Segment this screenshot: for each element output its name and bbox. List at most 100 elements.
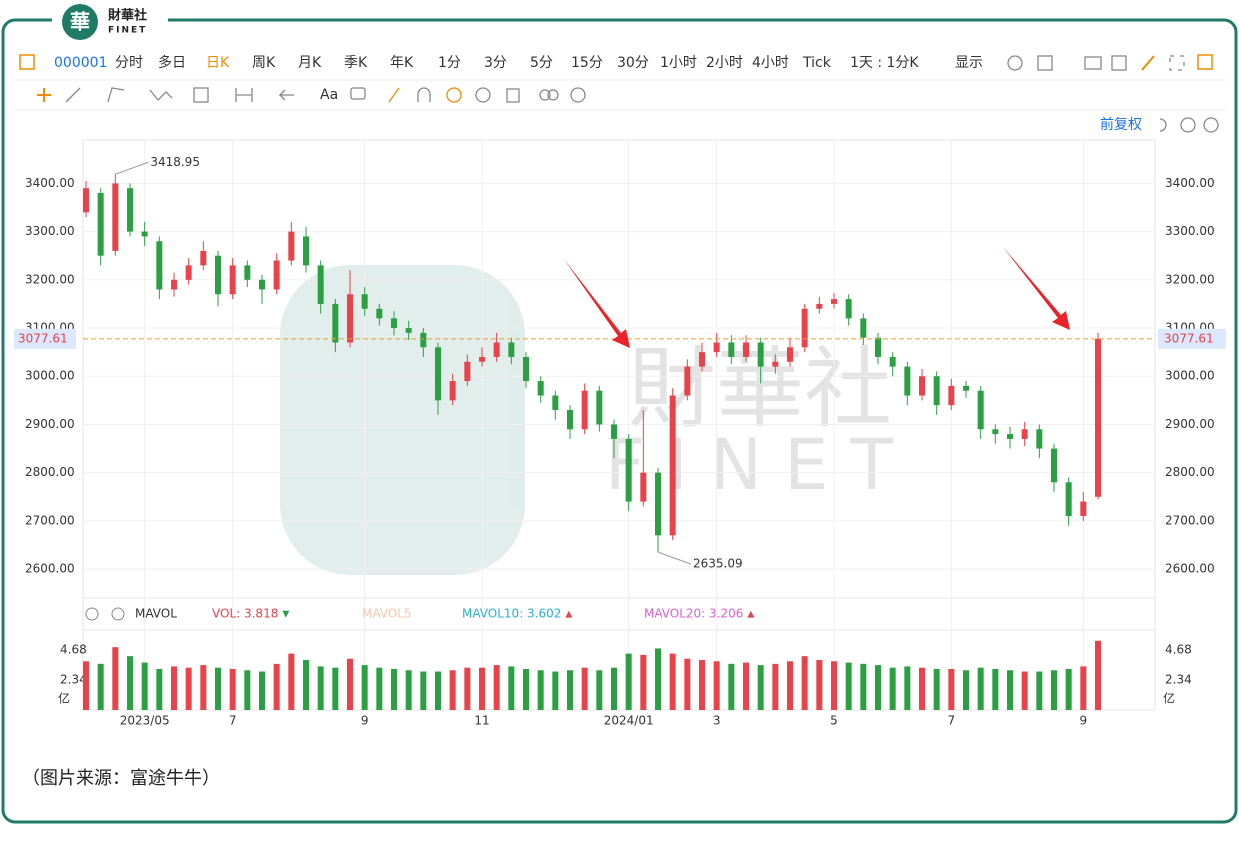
volume-bar: [904, 666, 911, 710]
min-annotation: 2635.09: [693, 557, 743, 571]
ray-tool[interactable]: [388, 87, 400, 103]
move-icon[interactable]: [37, 88, 51, 102]
candle-body: [97, 193, 104, 256]
candle-body: [889, 356, 896, 367]
candle-body: [1051, 448, 1057, 483]
period-tab[interactable]: 4小时: [752, 55, 789, 71]
period-tab[interactable]: 月K: [298, 55, 322, 71]
volume-bar: [464, 667, 471, 710]
annotation-leader: [657, 551, 692, 565]
period-tab[interactable]: 周K: [252, 55, 276, 71]
panel-icon[interactable]: [19, 54, 35, 70]
candle-body: [83, 188, 89, 213]
period-tab[interactable]: 分时: [115, 55, 143, 71]
channel-tool[interactable]: [107, 87, 125, 103]
stock-code[interactable]: 000001: [54, 55, 107, 71]
candle-body: [464, 361, 471, 382]
volume-bar: [581, 667, 588, 710]
pen-icon[interactable]: [1141, 55, 1155, 71]
volume-bar: [977, 667, 984, 710]
magnet-tool[interactable]: [417, 87, 431, 102]
period-tab[interactable]: 1分: [438, 55, 461, 71]
candle-body: [787, 347, 793, 362]
annotation-leader: [115, 161, 149, 175]
volume-bar: [743, 662, 749, 710]
period-tab[interactable]: 日K: [206, 55, 230, 71]
last-price-box: [1158, 328, 1226, 349]
period-tab[interactable]: 15分: [571, 55, 603, 71]
hide-tool[interactable]: [475, 87, 491, 103]
volume-bar: [963, 670, 969, 710]
volume-bar: [1036, 671, 1043, 710]
candle-body: [200, 250, 207, 266]
period-tab[interactable]: 年K: [390, 55, 414, 71]
toolbar-icons: [37, 55, 1219, 133]
indicator-settings[interactable]: [85, 607, 99, 621]
candle-body: [625, 438, 632, 502]
candle-body: [963, 385, 969, 391]
period-tab[interactable]: 3分: [484, 55, 507, 71]
indicator-name[interactable]: MAVOL: [135, 607, 177, 621]
zoom-in[interactable]: [1203, 117, 1219, 133]
volume-bar: [655, 648, 661, 710]
candle-body: [1036, 429, 1043, 449]
measure-tool[interactable]: [193, 87, 209, 103]
wave-tool[interactable]: [149, 89, 173, 101]
candle-body: [845, 299, 852, 319]
edit-icon[interactable]: [1111, 55, 1127, 71]
line-tool[interactable]: [65, 87, 81, 103]
note-tool[interactable]: [350, 87, 366, 100]
zoom-out[interactable]: [1180, 117, 1196, 133]
candle-body: [831, 299, 837, 304]
layout-icon[interactable]: [1037, 55, 1053, 71]
volume-bar: [405, 670, 412, 710]
period-tab[interactable]: 季K: [344, 55, 368, 71]
reset-icon[interactable]: [1159, 118, 1167, 132]
candle-body: [537, 381, 544, 396]
x-tick-label: 3: [713, 714, 721, 728]
arrow-tool[interactable]: [278, 89, 294, 101]
font-tool[interactable]: Aa: [320, 87, 338, 103]
period-tab[interactable]: Tick: [802, 55, 832, 71]
volume-bar: [229, 668, 236, 710]
candle-body: [933, 376, 940, 406]
volume-bar: [259, 671, 265, 710]
candle-body: [156, 241, 163, 290]
candle-body: [1007, 434, 1013, 439]
volume-bar: [537, 670, 544, 710]
range-select[interactable]: 1天 : 1分K: [850, 55, 919, 71]
volume-bar: [156, 668, 163, 710]
camera-icon[interactable]: [1084, 56, 1102, 70]
delete-tool[interactable]: [506, 88, 520, 103]
link-tool[interactable]: [547, 89, 559, 101]
range-tool[interactable]: [235, 88, 253, 102]
lock-tool[interactable]: [446, 87, 462, 103]
tool-settings[interactable]: [570, 87, 586, 103]
period-tab[interactable]: 2小时: [706, 55, 743, 71]
candle-body: [112, 183, 119, 251]
link-tool[interactable]: [539, 89, 551, 101]
candle-body: [259, 279, 265, 290]
settings-icon[interactable]: [1007, 55, 1023, 71]
fullscreen-icon[interactable]: [1169, 55, 1185, 71]
period-tab[interactable]: 5分: [530, 55, 553, 71]
adjust-mode[interactable]: 前复权: [1100, 116, 1142, 133]
display-menu[interactable]: 显示: [955, 55, 983, 71]
candle-body: [435, 347, 441, 401]
candle-body: [728, 342, 735, 357]
candle-body: [361, 294, 368, 309]
indicator-marker: ▼: [282, 610, 289, 620]
volume-bar: [801, 656, 808, 710]
candle-body: [141, 231, 148, 237]
y-tick-label: 2900.00: [25, 417, 75, 431]
period-tab[interactable]: 1小时: [660, 55, 697, 71]
indicator-close[interactable]: [111, 607, 125, 621]
volume-bar: [669, 653, 676, 710]
x-tick-label: 11: [474, 714, 489, 728]
volume-bar: [699, 660, 705, 710]
period-tab[interactable]: 多日: [158, 54, 186, 71]
period-tab[interactable]: 30分: [617, 55, 649, 71]
panel-icon[interactable]: [1197, 54, 1213, 70]
volume-bar: [713, 661, 720, 710]
